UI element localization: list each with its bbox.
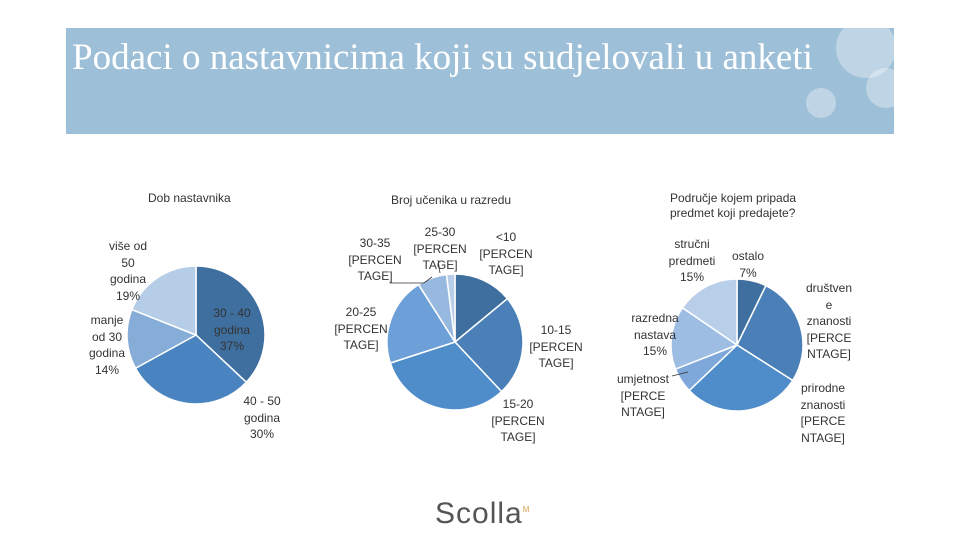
logo: ScollaM (435, 497, 530, 531)
slice-label: 10-15 [PERCEN TAGE] (529, 323, 583, 370)
slice-label: <10 [PERCEN TAGE] (479, 230, 533, 277)
slice-label: 40 - 50 godina 30% (243, 394, 281, 441)
leader-lines (390, 259, 689, 377)
pie-slice (130, 265, 197, 337)
pie-subject-area (670, 278, 804, 412)
slice-label: stručni predmeti 15% (668, 237, 716, 284)
pie-slice (688, 344, 794, 412)
pie-slice (445, 273, 456, 343)
slice-label: 15-20 [PERCEN TAGE] (491, 397, 545, 444)
slice-label: 20-25 [PERCEN TAGE] (334, 305, 388, 352)
pie-age (126, 265, 266, 405)
pie-slice (453, 297, 524, 393)
pie-slice (389, 341, 503, 411)
slice-label: razredna nastava 15% (631, 311, 679, 358)
slice-label: manje od 30 godina 14% (88, 313, 126, 377)
pie-slice (126, 308, 198, 370)
slice-label: 30-35 [PERCEN TAGE] (348, 236, 402, 283)
pie-slice (134, 334, 248, 405)
slice-label: ostalo 7% (731, 249, 765, 280)
logo-text: Scolla (435, 497, 523, 530)
slice-label: prirodne znanosti [PERCE NTAGE] (800, 381, 846, 445)
slice-label: više od 50 godina 19% (108, 239, 148, 303)
slice-label: 30 - 40 godina 37% (213, 306, 251, 353)
pie-slice (454, 273, 509, 344)
pie-slice (681, 278, 738, 347)
pie-slice (386, 283, 457, 364)
slice-label: 25-30 [PERCEN TAGE] (413, 225, 467, 272)
pie-class-size (386, 273, 524, 411)
pie-slice (736, 284, 804, 382)
pie-slice (670, 306, 739, 370)
slice-label: umjetnost [PERCE NTAGE] (616, 372, 670, 419)
slide-title: Podaci o nastavnicima koji su sudjeloval… (72, 37, 813, 78)
logo-mark: M (522, 505, 531, 514)
slice-label: društven e znanosti [PERCE NTAGE] (805, 281, 853, 361)
pie-slice (195, 265, 266, 384)
chart-title-age: Dob nastavnika (148, 191, 231, 205)
chart-title-class-size: Broj učenika u razredu (391, 193, 512, 207)
title-banner (66, 28, 894, 134)
chart-title-subject-area: Područje kojem pripada predmet koji pred… (670, 191, 797, 220)
